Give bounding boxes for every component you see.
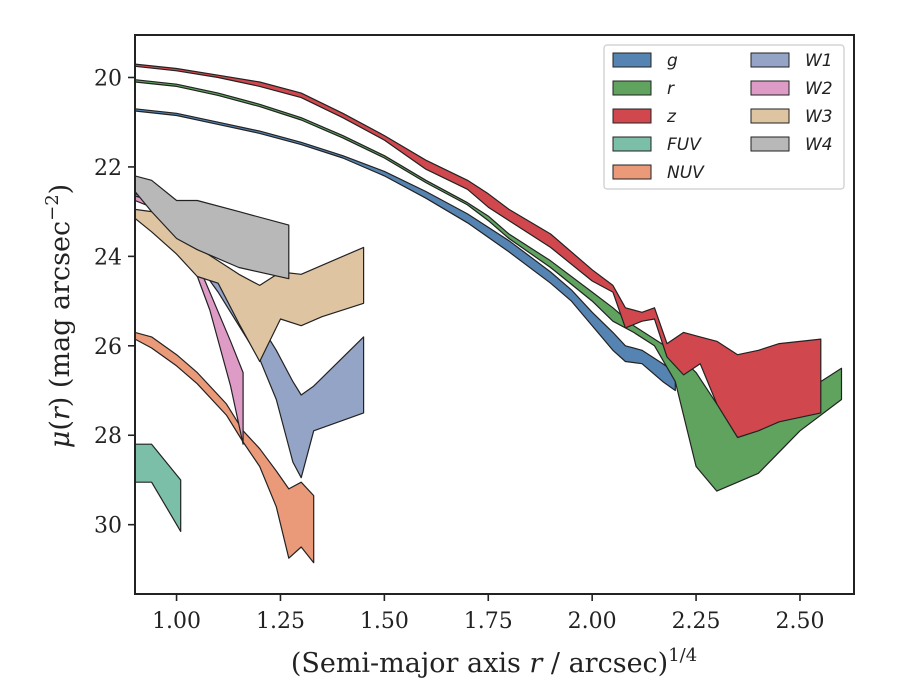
legend-swatch-w2: [750, 80, 790, 96]
bands-layer: [135, 63, 843, 564]
band-g: [135, 108, 676, 392]
legend-swatch-w4: [750, 136, 790, 152]
legend-label-w3: W3: [805, 107, 833, 127]
legend-swatch-z: [612, 108, 652, 124]
y-tick-label: 22: [94, 156, 122, 181]
x-tick-label: 1.25: [256, 609, 305, 634]
legend-swatch-g: [612, 52, 652, 68]
y-axis-label: μ(r) (mag arcsec−2): [42, 184, 76, 448]
legend-label-w2: W2: [805, 79, 833, 99]
legend-swatch-nuv: [612, 164, 652, 180]
x-tick-label: 2.50: [775, 609, 824, 634]
band-nuv: [135, 331, 315, 564]
legend-label-g: g: [667, 51, 678, 71]
x-tick-label: 1.00: [152, 609, 201, 634]
x-axis-label: (Semi-major axis r / arcsec)1/4: [291, 645, 697, 679]
legend-label-fuv: FUV: [667, 135, 702, 155]
y-tick-label: 26: [94, 335, 122, 360]
band-w4: [135, 175, 290, 280]
plot-frame: [134, 34, 855, 595]
legend-swatch-w1: [750, 52, 790, 68]
x-axis: 1.00 1.25 1.50 1.75 2.00 2.25 2.50: [152, 594, 824, 634]
y-axis: 20 22 24 26 28 30: [94, 66, 135, 539]
band-z: [135, 63, 822, 439]
y-tick-label: 28: [94, 424, 122, 449]
legend-label-nuv: NUV: [667, 163, 705, 183]
band-fuv: [135, 443, 182, 532]
legend-label-r: r: [667, 79, 675, 99]
y-tick-label: 30: [94, 514, 122, 539]
legend-label-z: z: [666, 107, 677, 127]
y-tick-label: 20: [94, 66, 122, 91]
x-tick-label: 1.50: [360, 609, 409, 634]
legend-swatch-r: [612, 80, 652, 96]
chart-legend: grz FUV NUV W1 W2 W3 W4: [603, 44, 845, 190]
legend-label-w1: W1: [805, 51, 833, 71]
band-r: [135, 79, 843, 492]
legend-label-w4: W4: [805, 135, 833, 155]
legend-swatch-fuv: [612, 136, 652, 152]
x-tick-label: 2.00: [568, 609, 617, 634]
x-tick-label: 2.25: [672, 609, 721, 634]
y-tick-label: 24: [94, 245, 122, 270]
x-tick-label: 1.75: [464, 609, 513, 634]
legend-swatch-w3: [750, 108, 790, 124]
